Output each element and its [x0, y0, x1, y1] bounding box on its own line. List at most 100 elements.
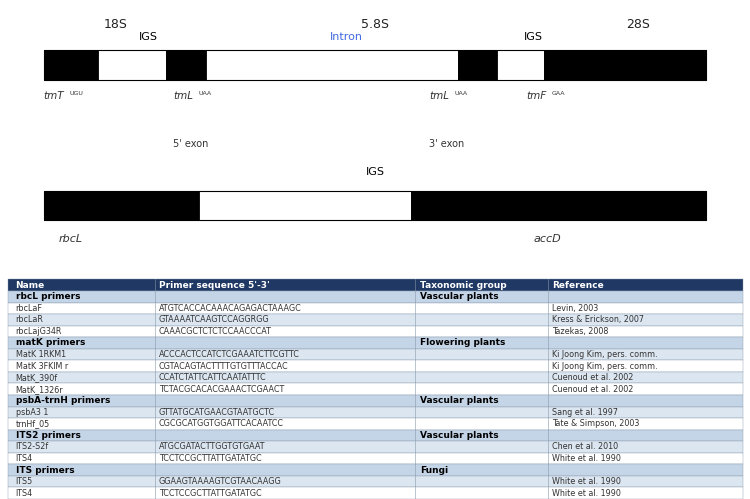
- Text: UAA: UAA: [454, 91, 467, 96]
- Bar: [8, 465, 742, 476]
- Bar: [44, 50, 706, 80]
- Text: Taxonomic group: Taxonomic group: [420, 281, 506, 290]
- Bar: [8, 302, 742, 314]
- Bar: [8, 314, 742, 326]
- Text: Cuenoud et al. 2002: Cuenoud et al. 2002: [552, 373, 634, 382]
- Bar: [44, 191, 706, 220]
- Bar: [8, 395, 742, 407]
- Bar: [8, 453, 742, 465]
- Text: IGS: IGS: [524, 32, 543, 42]
- Text: Intron: Intron: [330, 32, 363, 42]
- Text: Vascular plants: Vascular plants: [420, 431, 499, 440]
- Text: CAAACGCTCTCTCCAACCCAT: CAAACGCTCTCTCCAACCCAT: [159, 327, 272, 336]
- Text: Cuenoud et al. 2002: Cuenoud et al. 2002: [552, 385, 634, 394]
- Text: Vascular plants: Vascular plants: [420, 396, 499, 405]
- Text: rbcL: rbcL: [58, 234, 82, 244]
- Bar: [8, 326, 742, 337]
- Bar: [206, 50, 458, 80]
- Text: psbA-trnH primers: psbA-trnH primers: [16, 396, 110, 405]
- Text: Tazekas, 2008: Tazekas, 2008: [552, 327, 608, 336]
- Text: ITS5: ITS5: [16, 477, 33, 486]
- Text: rbcLaF: rbcLaF: [16, 304, 43, 313]
- Text: GAA: GAA: [551, 91, 565, 96]
- Bar: [8, 291, 742, 302]
- Bar: [98, 50, 166, 80]
- Text: Reference: Reference: [552, 281, 604, 290]
- Text: MatK 1RKM1: MatK 1RKM1: [16, 350, 66, 359]
- Text: CGCGCATGGTGGATTCACAATCC: CGCGCATGGTGGATTCACAATCC: [159, 419, 284, 428]
- Text: MatK_390f: MatK_390f: [16, 373, 58, 382]
- Text: UGU: UGU: [69, 91, 82, 96]
- Bar: [199, 191, 411, 220]
- Text: Chen et al. 2010: Chen et al. 2010: [552, 443, 618, 452]
- Bar: [8, 349, 742, 360]
- Text: GGAAGTAAAAGTCGTAACAAGG: GGAAGTAAAAGTCGTAACAAGG: [159, 477, 282, 486]
- Text: psbA3 1: psbA3 1: [16, 408, 48, 417]
- Text: GTTATGCATGAACGTAATGCTC: GTTATGCATGAACGTAATGCTC: [159, 408, 275, 417]
- Bar: [166, 50, 206, 80]
- Bar: [8, 360, 742, 372]
- Text: White et al. 1990: White et al. 1990: [552, 489, 621, 498]
- Bar: [44, 50, 98, 80]
- Text: White et al. 1990: White et al. 1990: [552, 477, 621, 486]
- Text: IGS: IGS: [365, 167, 385, 177]
- Bar: [8, 476, 742, 488]
- Text: ITS2 primers: ITS2 primers: [16, 431, 80, 440]
- Text: 3' exon: 3' exon: [429, 139, 464, 149]
- Text: Ki Joong Kim, pers. comm.: Ki Joong Kim, pers. comm.: [552, 350, 658, 359]
- Text: tmL: tmL: [429, 91, 449, 101]
- Text: Vascular plants: Vascular plants: [420, 292, 499, 301]
- Text: 28S: 28S: [626, 18, 650, 31]
- Bar: [497, 50, 544, 80]
- Text: Levin, 2003: Levin, 2003: [552, 304, 598, 313]
- Text: accD: accD: [533, 234, 561, 244]
- Text: matK primers: matK primers: [16, 338, 85, 347]
- Text: Fungi: Fungi: [420, 466, 448, 475]
- Text: ITS primers: ITS primers: [16, 466, 74, 475]
- Bar: [411, 191, 706, 220]
- Bar: [458, 50, 497, 80]
- Text: TCCTCCGCTTATTGATATGC: TCCTCCGCTTATTGATATGC: [159, 489, 262, 498]
- Text: rbcLaR: rbcLaR: [16, 315, 44, 324]
- Text: Tate & Simpson, 2003: Tate & Simpson, 2003: [552, 419, 640, 428]
- Text: ITS2-S2f: ITS2-S2f: [16, 443, 49, 452]
- Bar: [8, 430, 742, 441]
- Text: White et al. 1990: White et al. 1990: [552, 454, 621, 463]
- Text: CGTACAGTACTTTTGTGTTTACCAC: CGTACAGTACTTTTGTGTTTACCAC: [159, 362, 289, 371]
- Text: TCCTCCGCTTATTGATATGC: TCCTCCGCTTATTGATATGC: [159, 454, 262, 463]
- Text: MatK 3FKIM r: MatK 3FKIM r: [16, 362, 68, 371]
- Text: rbcL primers: rbcL primers: [16, 292, 80, 301]
- Bar: [8, 383, 742, 395]
- Text: Kress & Erickson, 2007: Kress & Erickson, 2007: [552, 315, 644, 324]
- Bar: [44, 191, 199, 220]
- Bar: [544, 50, 706, 80]
- Text: Primer sequence 5'-3': Primer sequence 5'-3': [159, 281, 270, 290]
- Text: ITS4: ITS4: [16, 489, 33, 498]
- Text: ATGCGATACTTGGTGTGAAT: ATGCGATACTTGGTGTGAAT: [159, 443, 266, 452]
- Text: ATGTCACCACAAACAGAGACTAAAGC: ATGTCACCACAAACAGAGACTAAAGC: [159, 304, 302, 313]
- Text: trnHf_05: trnHf_05: [16, 419, 50, 428]
- Text: MatK_1326r: MatK_1326r: [16, 385, 63, 394]
- Text: UAA: UAA: [199, 91, 211, 96]
- Bar: [8, 418, 742, 430]
- Text: IGS: IGS: [139, 32, 158, 42]
- Text: TCTACGCACACGAAACTCGAACT: TCTACGCACACGAAACTCGAACT: [159, 385, 284, 394]
- Text: 18S: 18S: [104, 18, 128, 31]
- Bar: [8, 407, 742, 418]
- Text: rbcLajG34R: rbcLajG34R: [16, 327, 62, 336]
- Bar: [8, 372, 742, 383]
- Bar: [8, 488, 742, 499]
- Bar: [8, 337, 742, 349]
- Text: ACCCACTCCATCTCGAAATCTTCGTTC: ACCCACTCCATCTCGAAATCTTCGTTC: [159, 350, 300, 359]
- Text: GTAAAATCAAGTCCAGGRGG: GTAAAATCAAGTCCAGGRGG: [159, 315, 269, 324]
- Text: 5.8S: 5.8S: [361, 18, 389, 31]
- Text: tmT: tmT: [44, 91, 64, 101]
- Text: tmF: tmF: [526, 91, 547, 101]
- Text: tmL: tmL: [173, 91, 194, 101]
- Text: 5' exon: 5' exon: [173, 139, 208, 149]
- Bar: [8, 279, 742, 291]
- Text: Flowering plants: Flowering plants: [420, 338, 506, 347]
- Text: Sang et al. 1997: Sang et al. 1997: [552, 408, 618, 417]
- Text: Ki Joong Kim, pers. comm.: Ki Joong Kim, pers. comm.: [552, 362, 658, 371]
- Text: CCATCTATTCATTCAATATTTC: CCATCTATTCATTCAATATTTC: [159, 373, 266, 382]
